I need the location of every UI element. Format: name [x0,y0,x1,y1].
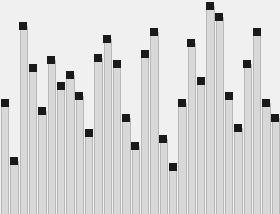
Bar [66,75,74,214]
Bar [76,96,83,214]
Bar [20,26,27,214]
Bar [48,60,55,214]
Bar [141,54,148,214]
Bar [253,32,260,214]
Bar [225,96,232,214]
Bar [234,128,242,214]
Bar [272,118,279,214]
Bar [29,68,36,214]
Bar [244,64,251,214]
Bar [10,160,18,214]
Bar [85,133,92,214]
Bar [113,64,120,214]
Bar [206,6,214,214]
Bar [169,167,176,214]
Bar [94,58,102,214]
Bar [262,103,270,214]
Bar [57,86,64,214]
Bar [122,118,130,214]
Bar [38,111,46,214]
Bar [188,43,195,214]
Bar [216,17,223,214]
Bar [104,39,111,214]
Bar [132,146,139,214]
Bar [178,103,186,214]
Bar [1,103,8,214]
Bar [197,81,204,214]
Bar [160,139,167,214]
Bar [150,32,158,214]
